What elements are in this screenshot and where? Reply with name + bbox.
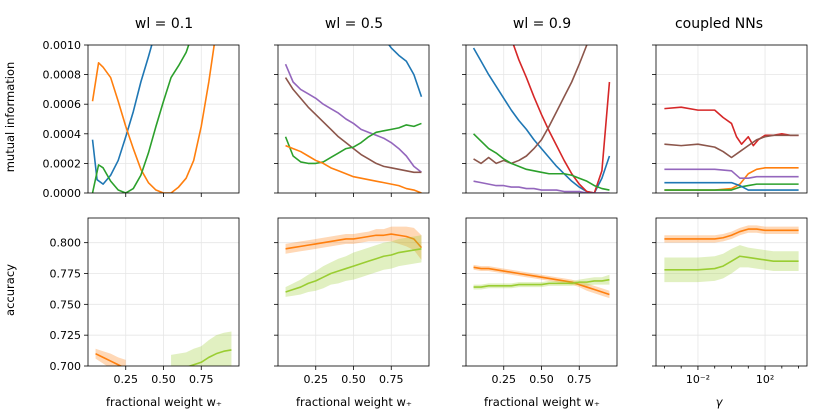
series-line-2 [91, 45, 190, 193]
series-line-4 [664, 183, 799, 191]
series-line-1 [664, 134, 799, 159]
ylabel-accuracy: accuracy [3, 264, 17, 316]
series-group [95, 331, 232, 366]
series-line-0 [91, 45, 153, 185]
series-group [284, 45, 423, 193]
series-line-3 [472, 133, 610, 191]
ytick-label: 0.0006 [43, 98, 82, 111]
panel-title-wl-0.9: wl = 0.9 [513, 16, 571, 32]
xtick-label: 0.75 [189, 373, 214, 386]
series-line-1 [187, 349, 232, 366]
series-line-0 [664, 228, 799, 240]
ytick-label: 0.775 [50, 268, 82, 281]
series-line-3 [284, 122, 422, 165]
ytick-label: 0.800 [50, 237, 82, 250]
series-group [473, 264, 610, 299]
ytick-label: 0.700 [50, 360, 82, 373]
panel-title-wl-0.5: wl = 0.5 [325, 16, 383, 32]
series-line-0 [473, 266, 610, 296]
panel-title-coupled: coupled NNs [675, 16, 763, 32]
series-line-2 [284, 77, 422, 174]
axes-frame [655, 44, 808, 194]
series-line-1 [91, 45, 216, 193]
xtick-label: 0.50 [341, 373, 366, 386]
ytick-label: 0.0010 [43, 39, 82, 52]
series-line-4 [473, 180, 610, 193]
panel-mi-coupled [652, 44, 808, 197]
series-line-1 [664, 255, 799, 271]
confidence-band-1 [171, 331, 232, 366]
ytick-label: 0.725 [50, 329, 82, 342]
xtick-label: 0.75 [379, 373, 404, 386]
panel-acc-wl-0.1: 0.700 0.725 0.750 0.775 0.800 0.25 0.50 0.75 [50, 217, 240, 386]
series-line-0 [95, 352, 123, 366]
ytick-label: 0.0004 [43, 128, 82, 141]
series-group [664, 106, 799, 191]
xtick-label: 10⁻² [686, 373, 710, 386]
panel-title-wl-0.1: wl = 0.1 [135, 16, 193, 32]
series-group [285, 226, 423, 297]
series-line-1 [285, 248, 422, 293]
panel-mi-wl-0.1: 0.0000 0.0002 0.0004 0.0006 0.0008 0.0010 [43, 39, 240, 200]
xtick-label: 0.25 [492, 373, 517, 386]
xtick-label: 0.25 [304, 373, 329, 386]
xtick-label: 0.50 [151, 373, 176, 386]
panel-acc-coupled: 10⁻² 10² [652, 217, 808, 386]
series-line-4 [285, 144, 422, 193]
ytick-label: 0.0002 [43, 157, 82, 170]
confidence-band-1 [664, 245, 799, 283]
xtick-label: 10² [756, 373, 774, 386]
ytick-label: 0.750 [50, 298, 82, 311]
xlabel-wl-0.5: fractional weight w₊ [296, 395, 412, 409]
xlabel-wl-0.1: fractional weight w₊ [106, 395, 222, 409]
series-line-1 [473, 278, 610, 288]
xlabel-gamma: γ [716, 395, 724, 409]
series-line-2 [473, 45, 588, 165]
series-line-5 [664, 181, 799, 191]
confidence-band-0 [95, 348, 126, 366]
series-group [664, 225, 799, 283]
confidence-band-0 [664, 225, 799, 243]
xtick-label: 0.50 [529, 373, 554, 386]
series-group [472, 45, 611, 193]
series-line-0 [388, 45, 423, 98]
panel-acc-wl-0.9: 0.25 0.50 0.75 [462, 217, 618, 386]
series-line-1 [284, 63, 422, 173]
xtick-label: 0.25 [114, 373, 139, 386]
series-line-0 [285, 233, 423, 250]
series-line-0 [664, 106, 799, 147]
ylabel-mutual-information: mutual information [3, 62, 17, 173]
series-group [91, 45, 216, 193]
series-line-3 [664, 168, 799, 179]
panel-mi-wl-0.9 [462, 44, 618, 197]
xtick-label: 0.75 [567, 373, 592, 386]
xlabel-wl-0.9: fractional weight w₊ [484, 395, 600, 409]
ytick-label: 0.0000 [43, 187, 82, 200]
panel-acc-wl-0.5: 0.25 0.50 0.75 [274, 217, 430, 386]
ytick-label: 0.0008 [43, 69, 82, 82]
panel-mi-wl-0.5 [274, 44, 430, 197]
confidence-band-0 [473, 264, 610, 299]
